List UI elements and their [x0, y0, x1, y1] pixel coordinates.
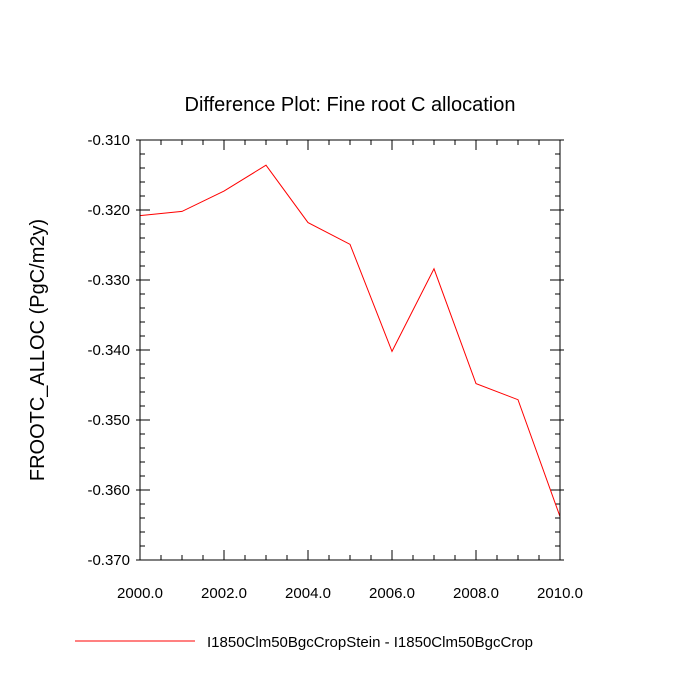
y-tick-label: -0.370 [87, 552, 130, 569]
legend-entry-label: I1850Clm50BgcCropStein - I1850Clm50BgcCr… [207, 634, 533, 651]
x-tick-label: 2008.0 [453, 585, 499, 602]
series-line [139, 164, 561, 517]
y-tick-label: -0.320 [87, 202, 130, 219]
plot-frame [139, 139, 561, 561]
y-tick-label: -0.350 [87, 412, 130, 429]
axis-ticks: 2000.0 2002.0 2004.0 2006.0 2008.0 2010.0 -0.3… [87, 132, 582, 602]
y-tick-label: -0.340 [87, 342, 130, 359]
x-tick-label: 2000.0 [117, 585, 163, 602]
x-tick-label: 2002.0 [201, 585, 247, 602]
y-tick-label: -0.310 [87, 132, 130, 149]
series-layer [139, 164, 561, 517]
chart-title: Difference Plot: Fine root C allocation [185, 94, 516, 116]
x-tick-label: 2010.0 [537, 585, 583, 602]
x-tick-label: 2004.0 [285, 585, 331, 602]
x-tick-label: 2006.0 [369, 585, 415, 602]
legend: I1850Clm50BgcCropStein - I1850Clm50BgcCr… [75, 634, 533, 651]
y-tick-label: -0.360 [87, 482, 130, 499]
y-tick-label: -0.330 [87, 272, 130, 289]
y-axis-label: FROOTC_ALLOC (PgC/m2y) [27, 219, 49, 481]
